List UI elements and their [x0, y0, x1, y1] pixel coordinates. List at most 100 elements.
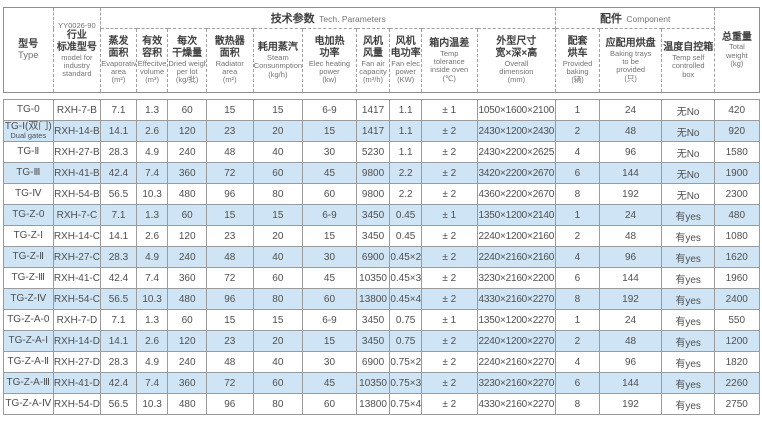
cell-evap: 42.4: [100, 267, 137, 289]
cell-dried: 60: [167, 204, 207, 226]
cell-temp-diff: ± 2: [420, 141, 478, 163]
cell-fan-air: 3450: [355, 225, 391, 247]
cell-temp-box: 无No: [661, 141, 715, 163]
cell-trays: 48: [598, 330, 663, 352]
cell-heat: 6-9: [302, 204, 357, 226]
cell-evap: 28.3: [100, 351, 137, 373]
cell-steam: 60: [252, 162, 304, 184]
cell-standard-model: RXH-27-D: [52, 351, 102, 373]
cell-dimension: 3230×2160×2270: [476, 372, 557, 394]
cell-radiator: 23: [205, 330, 254, 352]
cell-trays: 144: [598, 267, 663, 289]
cell-radiator: 72: [205, 372, 254, 394]
cell-fan-air: 6900: [355, 246, 391, 268]
cell-temp-box: 有yes: [661, 246, 715, 268]
col-temp-diff-header: 箱内温差 Temp tolerance inside oven (℃): [420, 28, 478, 93]
cell-dimension: 2240×2160×2270: [476, 351, 557, 373]
table-row: TG-Z-Ⅰ RXH-14-C 14.1 2.6 120 23 20 15 3450 0.45 ± …: [3, 225, 760, 247]
col-dried-header: 每次 干燥量 Dried weight per lot (kg/批): [167, 28, 207, 93]
cell-standard-model: RXH-7-B: [52, 99, 102, 121]
col-temp-box-header: 温度自控箱 Temp self controlled box: [661, 28, 715, 93]
cell-evap: 28.3: [100, 246, 137, 268]
cell-dimension: 1050×1600×2100: [476, 99, 557, 121]
cell-temp-box: 有yes: [661, 204, 715, 226]
cell-fan-air: 6900: [355, 351, 391, 373]
cell-evap: 7.1: [100, 99, 137, 121]
cell-dried: 120: [167, 225, 207, 247]
cell-fan-air: 1417: [355, 120, 391, 142]
cell-radiator: 72: [205, 267, 254, 289]
cell-type: TG-Z-Ⅲ: [3, 267, 54, 289]
cell-radiator: 96: [205, 393, 254, 415]
cell-baking-cart: 4: [555, 246, 600, 268]
cell-radiator: 72: [205, 162, 254, 184]
cell-heat: 30: [302, 351, 357, 373]
component-group-header: 配件 Component: [555, 7, 715, 29]
cell-fan-power: 0.75×4: [389, 393, 422, 415]
cell-heat: 60: [302, 393, 357, 415]
col-dimension-header: 外型尺寸 宽×深×高 Overall dimension (mm): [476, 28, 556, 93]
cell-weight: 2300: [713, 183, 760, 205]
cell-trays: 24: [598, 99, 663, 121]
cell-temp-diff: ± 1: [420, 309, 478, 331]
cell-fan-power: 0.45: [389, 225, 422, 247]
cell-temp-diff: ± 2: [420, 120, 478, 142]
cell-temp-box: 有yes: [661, 393, 715, 415]
cell-type: TG-Z-Ⅳ: [3, 288, 54, 310]
col-heat-header: 电加热 功率 Elec heating power (kw): [302, 28, 357, 93]
cell-baking-cart: 8: [555, 393, 600, 415]
cell-steam: 15: [252, 204, 304, 226]
cell-weight: 1960: [713, 267, 760, 289]
table-row: TG-Ⅲ RXH-41-B 42.4 7.4 360 72 60 45 9800 2.2 ± 2 34…: [3, 162, 760, 184]
cell-temp-diff: ± 1: [420, 204, 478, 226]
cell-temp-diff: ± 2: [420, 162, 478, 184]
cell-baking-cart: 8: [555, 183, 600, 205]
cell-temp-box: 有yes: [661, 330, 715, 352]
cell-type: TG-Z-A-Ⅱ: [3, 351, 54, 373]
table-row: TG-Ⅱ RXH-27-B 28.3 4.9 240 48 40 30 5230 1.1 ± 2 24…: [3, 141, 760, 163]
col-fan-power-header: 风机 电功率 Fan elec power (KW): [389, 28, 422, 93]
cell-trays: 24: [598, 204, 663, 226]
cell-standard-model: RXH-7-D: [52, 309, 102, 331]
cell-type: TG-Z-A-0: [3, 309, 54, 331]
table-row: TG-Ⅰ(双门) Dual gates RXH-14-B 14.1 2.6 120 23 20…: [3, 120, 760, 142]
cell-radiator: 23: [205, 120, 254, 142]
cell-steam: 60: [252, 372, 304, 394]
cell-weight: 1820: [713, 351, 760, 373]
cell-heat: 45: [302, 372, 357, 394]
cell-fan-power: 1.1: [389, 141, 422, 163]
cell-volume: 7.4: [135, 162, 169, 184]
cell-fan-power: 0.45×2: [389, 246, 422, 268]
col-evap-header: 蒸发面积Evaporativearea(m²): [100, 28, 137, 93]
cell-fan-air: 3450: [355, 204, 391, 226]
table-row: TG-Z-A-Ⅳ RXH-54-D 56.5 10.3 480 96 80 60 13800 0.…: [3, 393, 760, 415]
cell-temp-diff: ± 1: [420, 99, 478, 121]
cell-volume: 1.3: [135, 309, 169, 331]
cell-heat: 6-9: [302, 99, 357, 121]
cell-fan-power: 2.2: [389, 162, 422, 184]
cell-heat: 45: [302, 267, 357, 289]
cell-dimension: 4330×2160×2270: [476, 393, 557, 415]
cell-evap: 42.4: [100, 372, 137, 394]
cell-evap: 56.5: [100, 183, 137, 205]
table-row: TG-Z-A-Ⅲ RXH-41-D 42.4 7.4 360 72 60 45 10350 0.7…: [3, 372, 760, 394]
cell-evap: 14.1: [100, 330, 137, 352]
cell-temp-box: 有yes: [661, 288, 715, 310]
cell-type: TG-Ⅲ: [3, 162, 54, 184]
cell-dimension: 3420×2200×2670: [476, 162, 557, 184]
cell-baking-cart: 1: [555, 309, 600, 331]
cell-trays: 192: [598, 288, 663, 310]
cell-weight: 2400: [713, 288, 760, 310]
cell-fan-power: 0.75: [389, 309, 422, 331]
cell-temp-diff: ± 2: [420, 225, 478, 247]
col-total-weight-header: 总重量 Total weight (kg): [714, 7, 760, 93]
cell-dimension: 1350×1200×2270: [476, 309, 557, 331]
cell-fan-air: 3450: [355, 330, 391, 352]
cell-heat: 6-9: [302, 309, 357, 331]
cell-trays: 48: [598, 225, 663, 247]
cell-dried: 480: [167, 183, 207, 205]
cell-evap: 14.1: [100, 225, 137, 247]
cell-evap: 56.5: [100, 288, 137, 310]
cell-weight: 1080: [713, 225, 760, 247]
